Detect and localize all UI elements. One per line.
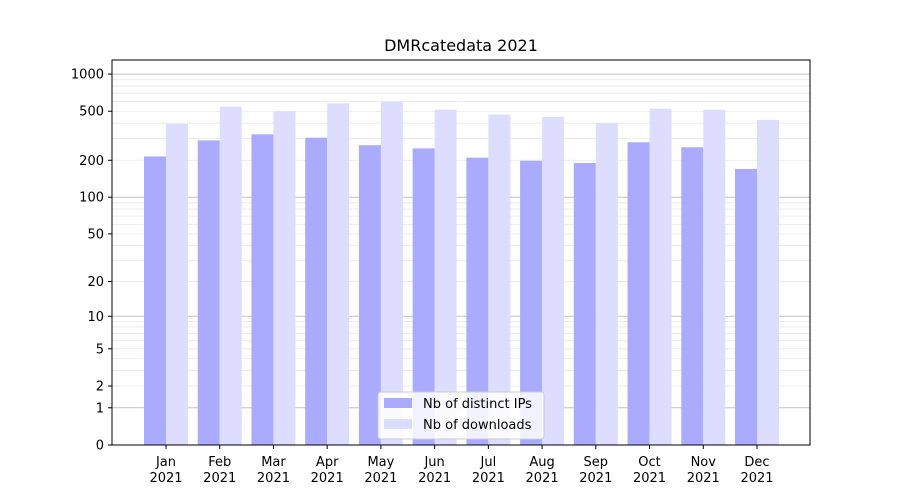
x-tick-label-year: 2021 xyxy=(311,471,344,486)
x-tick-label-month: Oct xyxy=(638,455,660,470)
bar-distinct-ips-dec xyxy=(735,168,757,445)
x-tick-label-year: 2021 xyxy=(472,471,505,486)
x-tick-label-year: 2021 xyxy=(203,471,236,486)
y-tick-label: 200 xyxy=(79,154,104,169)
x-tick-label-month: Mar xyxy=(261,455,286,470)
y-tick-label: 20 xyxy=(87,275,104,290)
y-tick-label: 1 xyxy=(96,401,104,416)
x-tick-label-year: 2021 xyxy=(257,471,290,486)
bar-distinct-ips-feb xyxy=(197,140,220,445)
bar-downloads-oct xyxy=(649,108,672,445)
x-tick-label-year: 2021 xyxy=(687,471,720,486)
legend-label: Nb of downloads xyxy=(423,418,532,433)
bar-downloads-apr xyxy=(327,103,350,445)
bar-downloads-feb xyxy=(219,106,242,445)
x-tick-label-year: 2021 xyxy=(633,471,666,486)
bar-distinct-ips-oct xyxy=(627,142,650,445)
bar-distinct-ips-apr xyxy=(305,137,328,445)
y-tick-label: 1000 xyxy=(71,68,104,83)
chart-title: DMRcatedata 2021 xyxy=(384,36,538,55)
x-tick-label-year: 2021 xyxy=(418,471,451,486)
x-tick-label-month: Aug xyxy=(529,455,554,470)
legend: Nb of distinct IPs Nb of downloads xyxy=(377,391,545,440)
x-tick-label-month: Jan xyxy=(155,455,176,470)
y-tick-label: 50 xyxy=(87,227,104,242)
bar-distinct-ips-jul xyxy=(466,157,489,445)
x-tick-label-month: Feb xyxy=(208,455,231,470)
x-tick-label-year: 2021 xyxy=(740,471,773,486)
bar-distinct-ips-aug xyxy=(520,160,543,445)
x-axis: Jan2021Feb2021Mar2021Apr2021May2021Jun20… xyxy=(149,445,774,486)
bar-downloads-jan xyxy=(166,123,188,445)
x-tick-label-month: Apr xyxy=(316,455,339,470)
plot-frame xyxy=(111,59,811,446)
bar-downloads-mar xyxy=(273,111,296,446)
x-tick-label-year: 2021 xyxy=(526,471,559,486)
y-tick-label: 500 xyxy=(79,105,104,120)
y-tick-label: 5 xyxy=(96,342,104,357)
bar-distinct-ips-may xyxy=(358,145,381,445)
bar-distinct-ips-nov xyxy=(681,147,704,445)
legend-label: Nb of distinct IPs xyxy=(423,397,532,412)
x-tick-label-year: 2021 xyxy=(579,471,612,486)
bar-distinct-ips-mar xyxy=(251,134,274,445)
y-tick-label: 10 xyxy=(87,310,104,325)
x-tick-label-month: Sep xyxy=(584,455,609,470)
x-tick-label-year: 2021 xyxy=(364,471,397,486)
bar-distinct-ips-jun xyxy=(412,148,435,445)
bar-distinct-ips-sep xyxy=(573,163,596,446)
x-tick-label-month: Jun xyxy=(423,455,444,470)
bar-downloads-jul xyxy=(488,114,511,446)
legend-box xyxy=(377,391,545,440)
x-tick-label-month: Nov xyxy=(691,455,717,470)
y-tick-label: 0 xyxy=(96,439,104,454)
y-tick-label: 2 xyxy=(96,380,104,395)
bar-downloads-may xyxy=(380,101,403,446)
bar-distinct-ips-jan xyxy=(144,156,166,446)
bars xyxy=(144,101,779,446)
x-tick-label-year: 2021 xyxy=(149,471,182,486)
bar-downloads-jun xyxy=(434,109,457,446)
y-axis: 0 1 2 5 10 20 50 100 200 500 1000 xyxy=(71,68,112,454)
x-tick-label-month: Dec xyxy=(744,455,769,470)
x-tick-label-month: Jul xyxy=(480,455,497,470)
bar-downloads-sep xyxy=(595,123,618,446)
bar-downloads-nov xyxy=(703,109,726,446)
legend-swatch xyxy=(384,398,412,408)
bar-downloads-aug xyxy=(542,116,565,446)
bar-downloads-dec xyxy=(757,119,779,445)
legend-swatch xyxy=(384,419,412,429)
x-tick-label-month: May xyxy=(367,455,394,470)
y-tick-label: 100 xyxy=(79,191,104,206)
